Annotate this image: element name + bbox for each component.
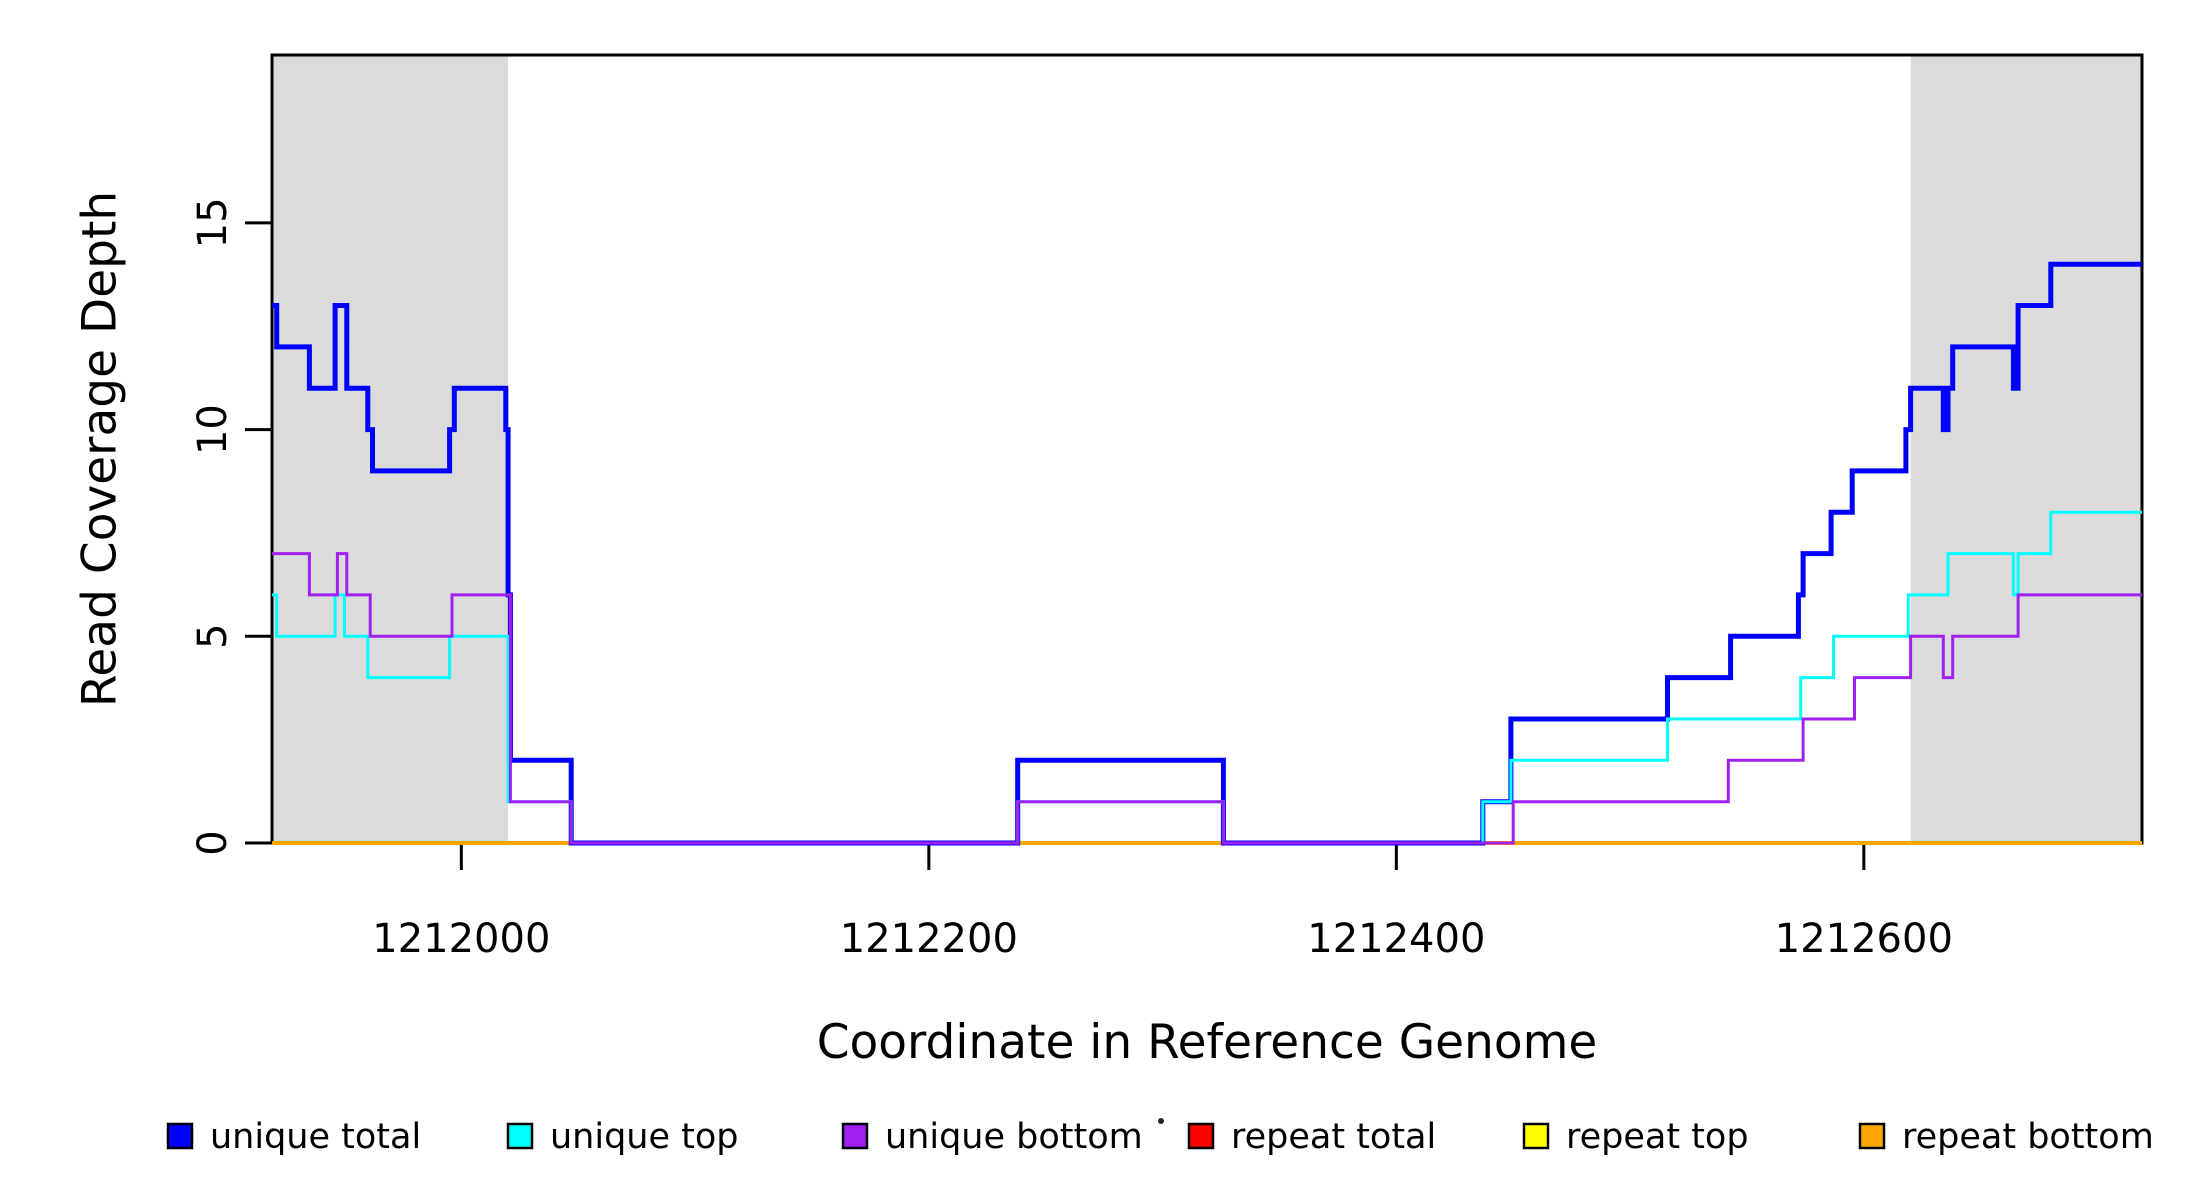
legend-item-repeat-bottom: repeat bottom (1858, 1117, 2154, 1157)
y-tick-label: 15 (190, 197, 236, 248)
y-tick-label: 5 (190, 624, 236, 649)
legend-label: repeat bottom (1902, 1117, 2154, 1157)
legend-swatch-unique-bottom (841, 1122, 869, 1150)
legend-item-repeat-top: repeat top (1522, 1117, 1749, 1157)
step-line-unique-bottom (272, 552, 2142, 845)
legend-label: unique total (210, 1117, 421, 1157)
legend-label: unique top (550, 1117, 739, 1157)
x-tick-label: 1212600 (1775, 916, 1953, 962)
stray-dot (1158, 1118, 1164, 1124)
legend-item-repeat-total: repeat total (1187, 1117, 1436, 1157)
legend-swatch-unique-top (506, 1122, 534, 1150)
x-axis-title: Coordinate in Reference Genome (817, 1015, 1598, 1070)
repeat-region-left (272, 55, 509, 843)
legend-item-unique-total: unique total (166, 1117, 421, 1157)
y-tick-label: 0 (190, 830, 236, 855)
legend-label: unique bottom (885, 1117, 1143, 1157)
legend-swatch-repeat-bottom (1858, 1122, 1886, 1150)
legend-swatch-repeat-top (1522, 1122, 1550, 1150)
legend-item-unique-top: unique top (506, 1117, 739, 1157)
legend-swatch-unique-total (166, 1122, 194, 1150)
legend-label: repeat top (1566, 1117, 1749, 1157)
step-line-unique-top (272, 510, 2142, 845)
y-axis-title: Read Coverage Depth (73, 191, 128, 707)
legend-label: repeat total (1231, 1117, 1436, 1157)
x-tick-label: 1212000 (372, 916, 550, 962)
repeat-region-right (1910, 55, 2142, 843)
y-tick-label: 10 (190, 404, 236, 455)
x-tick-label: 1212200 (840, 916, 1018, 962)
legend-swatch-repeat-total (1187, 1122, 1215, 1150)
x-tick-label: 1212400 (1307, 916, 1485, 962)
legend-item-unique-bottom: unique bottom (841, 1117, 1143, 1157)
